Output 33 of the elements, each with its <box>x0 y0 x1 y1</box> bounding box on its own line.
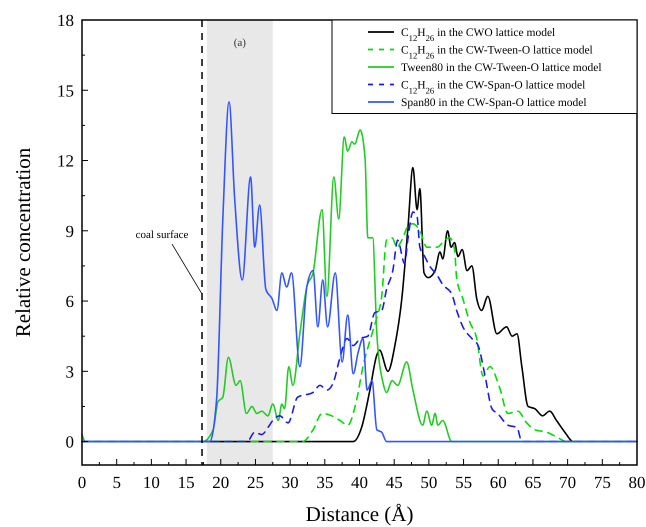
x-tick-label: 75 <box>594 473 611 492</box>
x-tick-label: 70 <box>559 473 576 492</box>
y-axis-title: Relative concentration <box>11 147 35 338</box>
legend-label: Span80 in the CW-Span-O lattice model <box>401 97 587 109</box>
x-tick-label: 55 <box>455 473 472 492</box>
y-tick-label: 3 <box>66 362 74 382</box>
y-tick-label: 18 <box>57 11 74 30</box>
x-tick-label: 35 <box>316 473 334 492</box>
legend-label: C$_{12}$H$_{26}$ in the CW-Tween-O lattice model <box>401 44 593 60</box>
x-axis-title: Distance (Å) <box>306 502 414 526</box>
x-tick-label: 60 <box>490 473 507 492</box>
y-tick-label: 9 <box>66 222 74 241</box>
legend-label: C$_{12}$H$_{26}$ in the CWO lattice model <box>401 27 556 43</box>
x-tick-label: 15 <box>178 473 195 492</box>
x-tick-label: 65 <box>524 473 542 492</box>
x-tick-label: 50 <box>420 473 438 492</box>
y-tick-label: 15 <box>57 81 74 100</box>
x-tick-label: 25 <box>246 473 264 492</box>
legend-label: Tween80 in the CW-Tween-O lattice model <box>401 62 602 74</box>
y-tick-label: 6 <box>66 292 74 312</box>
x-tick-label: 10 <box>142 473 160 492</box>
x-tick-label: 0 <box>78 473 86 492</box>
y-tick-label: 12 <box>57 152 74 171</box>
x-tick-label: 40 <box>351 473 368 492</box>
x-tick-label: 20 <box>212 473 230 492</box>
x-tick-label: 45 <box>386 473 403 492</box>
y-tick-label: 0 <box>66 432 74 452</box>
legend-label: C$_{12}$H$_{26}$ in the CW-Span-O lattice model <box>401 80 586 96</box>
x-tick-label: 30 <box>282 473 299 492</box>
x-tick-label: 80 <box>628 473 646 492</box>
x-tick-label: 5 <box>112 473 121 492</box>
annotation: (a) <box>234 37 246 49</box>
annotation: coal surface <box>136 229 189 242</box>
